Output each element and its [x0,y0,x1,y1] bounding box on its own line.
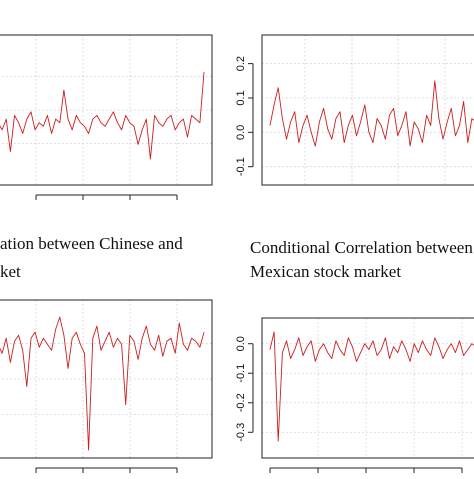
plot-frame [0,299,213,459]
series-line [269,331,474,442]
caption-bottom-right-line2: Mexican stock market [250,262,402,281]
plot-frame [0,34,213,186]
caption-bottom-left-line1: ation between Chinese and [0,234,183,253]
y-tick-label: -0.1 [235,364,247,383]
caption-bottom-left-line2: ket [0,262,21,281]
y-tick-label: 0.0 [235,336,247,351]
series-line [0,71,205,160]
caption-bottom-right-line1: Conditional Correlation between [250,238,473,257]
y-tick-label: -0.2 [235,393,247,412]
y-tick-label: 0.1 [235,90,247,105]
y-tick-label: 0.2 [235,56,247,71]
y-tick-label: 0.0 [235,125,247,140]
series-line [269,80,474,147]
plot-frame [261,317,474,459]
series-line [0,316,205,451]
y-tick-label: -0.3 [235,423,247,442]
y-tick-label: -0.1 [235,157,247,176]
plot-frame [261,34,474,186]
